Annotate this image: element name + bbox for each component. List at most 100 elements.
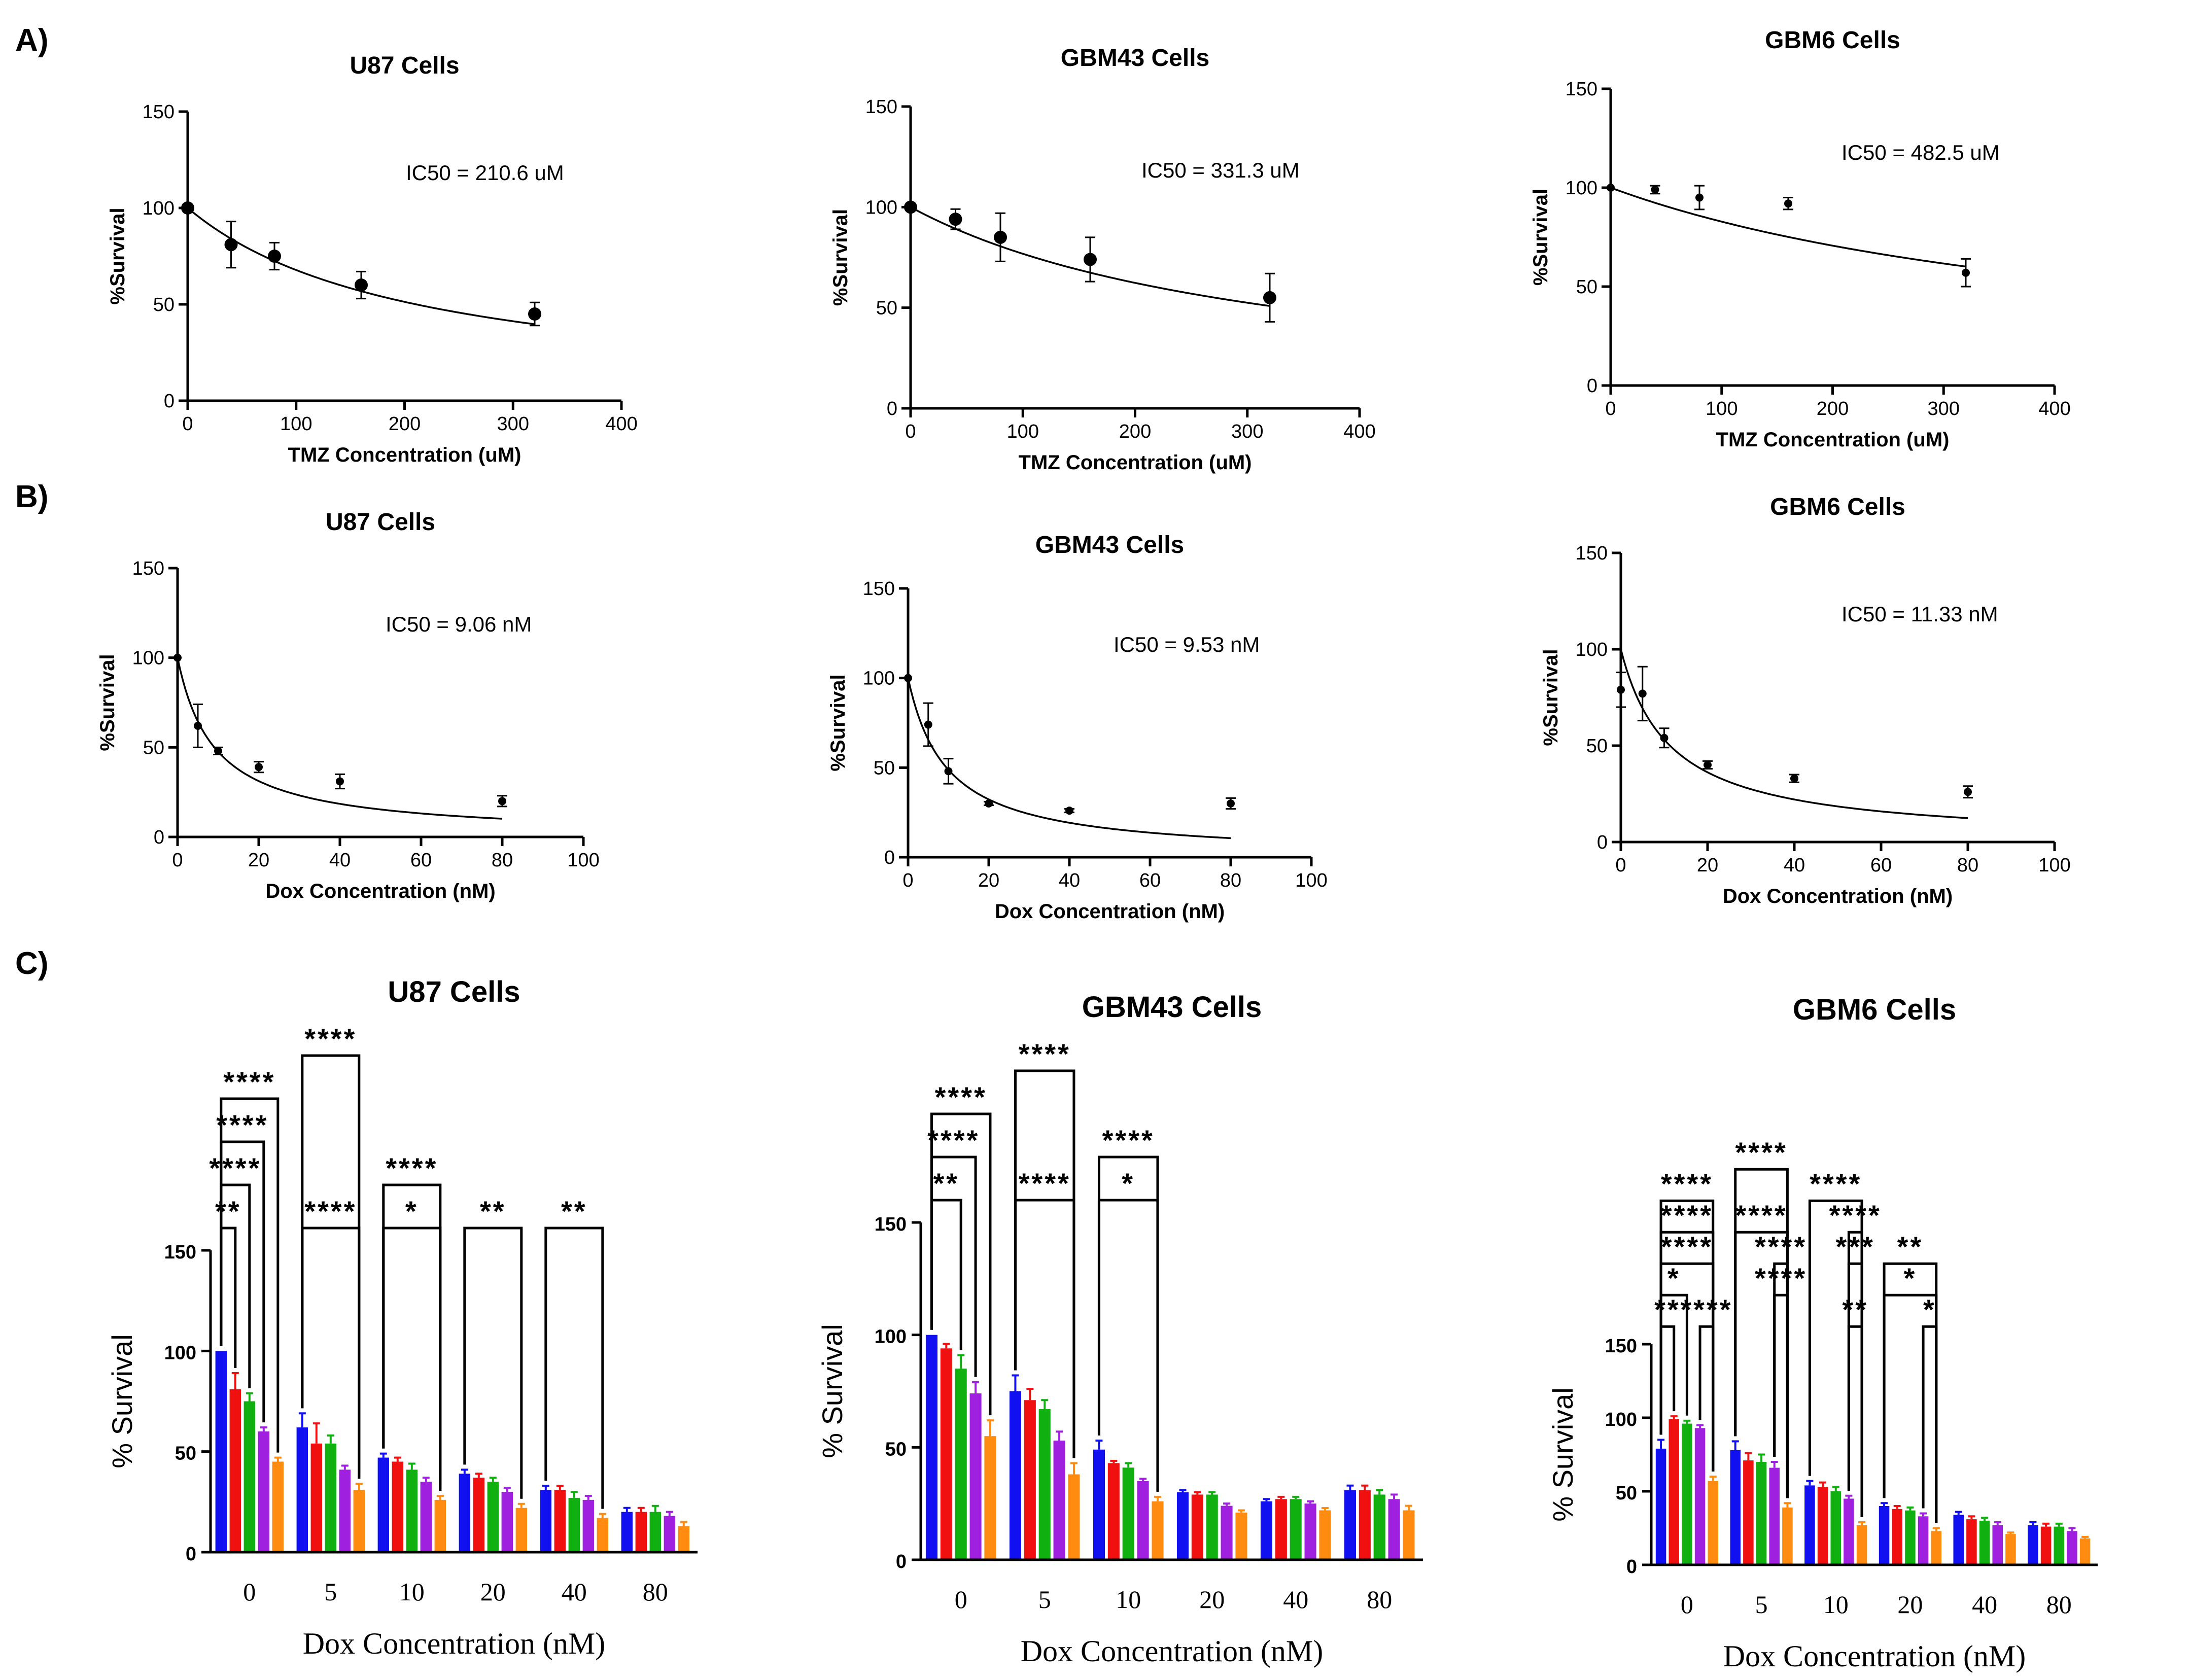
- significance-label: ****: [1661, 1199, 1713, 1231]
- bracket-line: [1883, 1262, 1938, 1523]
- bar: [215, 1351, 227, 1552]
- bar: [1304, 1503, 1316, 1560]
- bar: [1068, 1474, 1080, 1560]
- data-point: [904, 200, 917, 214]
- bar: [1966, 1519, 1977, 1565]
- x-tick-label: 300: [497, 413, 529, 435]
- ic50-annotation: IC50 = 9.53 nM: [1114, 633, 1260, 656]
- bar: [540, 1490, 551, 1552]
- panel-label-a: A): [15, 23, 48, 58]
- x-tick-label: 0: [955, 1585, 967, 1614]
- significance-label: ****: [935, 1081, 987, 1113]
- y-tick-label: 100: [1605, 1409, 1637, 1430]
- fit-curve: [187, 207, 535, 325]
- significance-label: ****: [1755, 1231, 1807, 1263]
- significance-label: ****: [216, 1109, 268, 1141]
- significance-label: *: [1923, 1293, 1936, 1325]
- bracket-line: [1097, 1199, 1159, 1492]
- bar: [1817, 1487, 1828, 1565]
- bar: [1373, 1494, 1385, 1560]
- chart-c1: U87 Cells 0 50 100 150 0 5 10 20 40 80 Dox Concentr…: [106, 975, 698, 1660]
- significance-bracket: **: [463, 1195, 523, 1499]
- bar: [635, 1512, 647, 1552]
- chart-b2: GBM43 Cells 0 50 100 150 0 20 40 60 80 100 Dox Conc…: [827, 532, 1328, 923]
- x-tick-label: 300: [1231, 421, 1263, 442]
- data-point: [904, 674, 912, 682]
- bar: [1107, 1463, 1120, 1560]
- data-point: [1227, 799, 1235, 808]
- y-tick-label: 100: [143, 198, 175, 219]
- y-axis-label: %Survival: [1540, 649, 1562, 746]
- bar: [1830, 1491, 1841, 1565]
- x-tick-label: 20: [978, 870, 999, 891]
- data-point: [528, 307, 541, 321]
- panel-label-c: C): [15, 946, 48, 981]
- data-point: [173, 653, 182, 662]
- y-tick-label: 0: [884, 847, 895, 868]
- significance-label: ****: [1661, 1168, 1713, 1200]
- bracket-line: [930, 1112, 992, 1416]
- bar: [2028, 1525, 2038, 1565]
- bar: [1669, 1419, 1679, 1565]
- bar: [1290, 1499, 1302, 1560]
- bar: [1221, 1506, 1233, 1560]
- bar: [621, 1512, 633, 1552]
- bar: [353, 1490, 365, 1552]
- x-tick-label: 20: [1199, 1585, 1225, 1614]
- y-tick-label: 150: [132, 558, 164, 579]
- x-tick-label: 100: [567, 850, 599, 871]
- data-point: [1704, 761, 1712, 769]
- x-axis-label: Dox Concentration (nM): [1723, 885, 1953, 907]
- significance-bracket: **: [1842, 1293, 1868, 1517]
- bar: [554, 1490, 566, 1552]
- data-point: [1964, 788, 1972, 796]
- bracket-line: [1922, 1325, 1938, 1523]
- y-tick-label: 100: [863, 668, 895, 689]
- bar: [582, 1499, 594, 1552]
- y-tick-label: 0: [164, 391, 175, 412]
- x-tick-label: 5: [1755, 1590, 1768, 1619]
- x-axis-label: Dox Concentration (nM): [303, 1627, 606, 1660]
- bar: [678, 1526, 689, 1552]
- x-tick-label: 40: [1059, 870, 1080, 891]
- bar: [1093, 1449, 1105, 1560]
- y-tick-label: 50: [1616, 1483, 1637, 1504]
- x-tick-label: 80: [1957, 855, 1978, 876]
- significance-label: ***: [1836, 1231, 1875, 1263]
- bar: [1682, 1423, 1692, 1565]
- x-tick-label: 10: [399, 1578, 425, 1606]
- y-tick-label: 50: [1586, 736, 1608, 757]
- y-tick-label: 100: [875, 1326, 907, 1348]
- data-point: [268, 250, 281, 263]
- significance-label: **: [933, 1167, 960, 1199]
- bar: [1979, 1521, 1990, 1565]
- data-point: [355, 278, 368, 292]
- bracket-line: [1734, 1168, 1789, 1498]
- ic50-annotation: IC50 = 331.3 uM: [1141, 158, 1300, 182]
- bar: [1137, 1481, 1149, 1560]
- bracket-line: [1014, 1069, 1075, 1458]
- bar: [1694, 1428, 1706, 1565]
- x-tick-label: 60: [410, 850, 432, 871]
- y-axis-label: % Survival: [1547, 1387, 1579, 1522]
- bar: [2067, 1531, 2077, 1565]
- x-tick-label: 0: [243, 1578, 256, 1606]
- bar: [1856, 1525, 1867, 1565]
- data-point: [1790, 774, 1798, 783]
- significance-bracket: *: [1922, 1293, 1938, 1523]
- y-tick-label: 100: [1566, 178, 1597, 199]
- x-tick-label: 300: [1928, 398, 1960, 419]
- significance-label: **: [1842, 1293, 1868, 1325]
- x-tick-label: 5: [1038, 1585, 1051, 1614]
- significance-bracket: ****: [1014, 1038, 1075, 1458]
- bar: [1275, 1499, 1287, 1560]
- bar: [940, 1348, 952, 1560]
- significance-bracket: **: [1883, 1231, 1938, 1523]
- x-axis-label: TMZ Concentration (uM): [1019, 451, 1252, 474]
- data-point: [498, 797, 506, 806]
- bar: [325, 1443, 336, 1552]
- significance-label: *: [1122, 1167, 1135, 1199]
- significance-label: ****: [1019, 1167, 1071, 1199]
- x-tick-label: 100: [1295, 870, 1327, 891]
- y-axis-label: %Survival: [107, 207, 129, 304]
